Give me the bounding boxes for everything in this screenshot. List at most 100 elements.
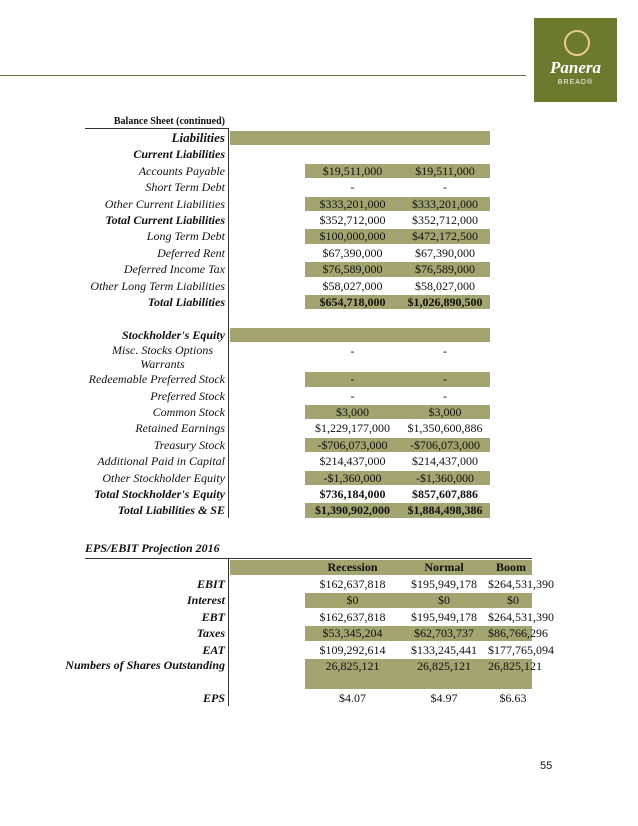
cell-value: $195,949,178: [411, 577, 477, 591]
eps-title: EPS/EBIT Projection 2016: [85, 541, 220, 555]
rule: [85, 128, 228, 129]
page-number: 55: [540, 760, 553, 772]
row-label: Total Liabilities: [147, 295, 225, 309]
cell-value: $58,027,000: [322, 278, 383, 293]
cell-value: $76,589,000: [322, 262, 383, 277]
cell-value: 26,825,121: [488, 659, 542, 673]
cell-value: $133,245,441: [411, 642, 477, 657]
logo-icon: [564, 30, 590, 56]
cell-value: $86,766,296: [488, 626, 548, 641]
row-label: Long Term Debt: [146, 229, 225, 244]
cell-value: $3,000: [428, 405, 462, 419]
row-shade: [305, 626, 532, 641]
row-shade: [305, 470, 490, 485]
cell-value: $214,437,000: [319, 454, 386, 469]
cell-value: $0: [346, 593, 359, 608]
row-shade: [305, 262, 490, 277]
cell-value: $100,000,000: [319, 229, 386, 244]
cell-value: $58,027,000: [415, 278, 475, 293]
row-shade: [305, 503, 490, 518]
cell-value: -: [350, 388, 355, 403]
cell-value: $1,229,177,000: [315, 421, 390, 436]
cell-value: $0: [438, 593, 450, 608]
cell-value: $53,345,204: [322, 626, 383, 641]
cell-value: -: [350, 372, 355, 387]
row-label: Misc. Stocks Options Warrants: [112, 343, 213, 372]
cell-value: 26,825,121: [417, 659, 471, 673]
cell-value: $195,949,178: [411, 609, 477, 624]
cell-value: $3,000: [336, 405, 369, 419]
row-label: Treasury Stock: [153, 437, 225, 452]
row-shade: [230, 560, 532, 575]
cell-value: $736,184,000: [319, 487, 386, 501]
row-label: Numbers of Shares Outstanding: [65, 658, 225, 672]
rule: [228, 558, 229, 706]
logo: Panera BREAD®: [534, 18, 617, 102]
cell-value: $333,201,000: [319, 196, 386, 211]
row-label: Total Liabilities & SE: [117, 503, 225, 518]
cell-value: $857,607,886: [412, 487, 478, 501]
balance-title: Balance Sheet (continued): [113, 116, 225, 127]
cell-value: -: [350, 344, 355, 359]
cell-value: -: [443, 180, 447, 195]
row-shade: [305, 593, 532, 608]
row-shade: [305, 437, 490, 453]
row-label: Additional Paid in Capital: [97, 454, 225, 469]
column-header: Normal: [424, 560, 464, 574]
cell-value: $67,390,000: [322, 245, 383, 260]
cell-value: -: [350, 180, 355, 195]
row-label: Short Term Debt: [145, 180, 225, 195]
row-shade: [230, 131, 490, 146]
cell-value: $1,884,498,386: [407, 503, 483, 518]
cell-value: $1,390,902,000: [315, 503, 390, 518]
cell-value: $109,292,614: [319, 642, 386, 657]
cell-value: $1,026,890,500: [407, 295, 483, 309]
cell-value: $654,718,000: [319, 295, 386, 309]
cell-value: $6.63: [499, 691, 527, 705]
row-shade: [305, 659, 532, 689]
column-header: Recession: [327, 560, 378, 574]
row-shade: [230, 327, 490, 343]
cell-value: -$1,360,000: [416, 470, 474, 485]
cell-value: -$706,073,000: [410, 437, 480, 452]
cell-value: $333,201,000: [412, 196, 478, 211]
cell-value: $19,511,000: [415, 163, 475, 178]
cell-value: $4.97: [430, 691, 458, 705]
row-label: Accounts Payable: [138, 163, 225, 178]
cell-value: $4.07: [339, 691, 366, 705]
row-shade: [305, 405, 490, 420]
row-label: Other Current Liabilities: [104, 196, 225, 211]
row-label: Retained Earnings: [135, 421, 225, 436]
cell-value: $177,765,094: [488, 642, 554, 657]
row-shade: [305, 295, 490, 310]
row-label: EBIT: [196, 577, 225, 591]
cell-value: $264,531,390: [488, 609, 554, 624]
row-label: Redeemable Preferred Stock: [88, 372, 225, 387]
cell-value: $0: [507, 593, 519, 608]
rule: [85, 558, 532, 559]
cell-value: $62,703,737: [414, 626, 474, 641]
cell-value: $472,172,500: [412, 229, 478, 244]
row-label: Deferred Rent: [157, 245, 225, 260]
cell-value: $67,390,000: [415, 245, 475, 260]
logo-name: Panera: [550, 58, 601, 77]
cell-value: $162,637,818: [319, 609, 386, 624]
row-label: Other Long Term Liabilities: [90, 278, 225, 293]
row-shade: [305, 229, 490, 244]
row-label: Liabilities: [171, 130, 225, 145]
cell-value: 26,825,121: [325, 659, 380, 673]
row-label: EBT: [201, 609, 225, 624]
cell-value: $264,531,390: [488, 577, 554, 591]
cell-value: $352,712,000: [412, 213, 478, 227]
row-shade: [305, 163, 490, 179]
row-label: Other Stockholder Equity: [102, 470, 225, 485]
cell-value: -: [443, 372, 447, 387]
cell-value: $162,637,818: [319, 577, 386, 591]
cell-value: -: [443, 388, 447, 403]
rule: [228, 128, 229, 518]
cell-value: $214,437,000: [412, 454, 478, 469]
column-header: Boom: [496, 560, 526, 574]
row-label: Deferred Income Tax: [123, 262, 225, 277]
row-label: Taxes: [196, 626, 225, 641]
